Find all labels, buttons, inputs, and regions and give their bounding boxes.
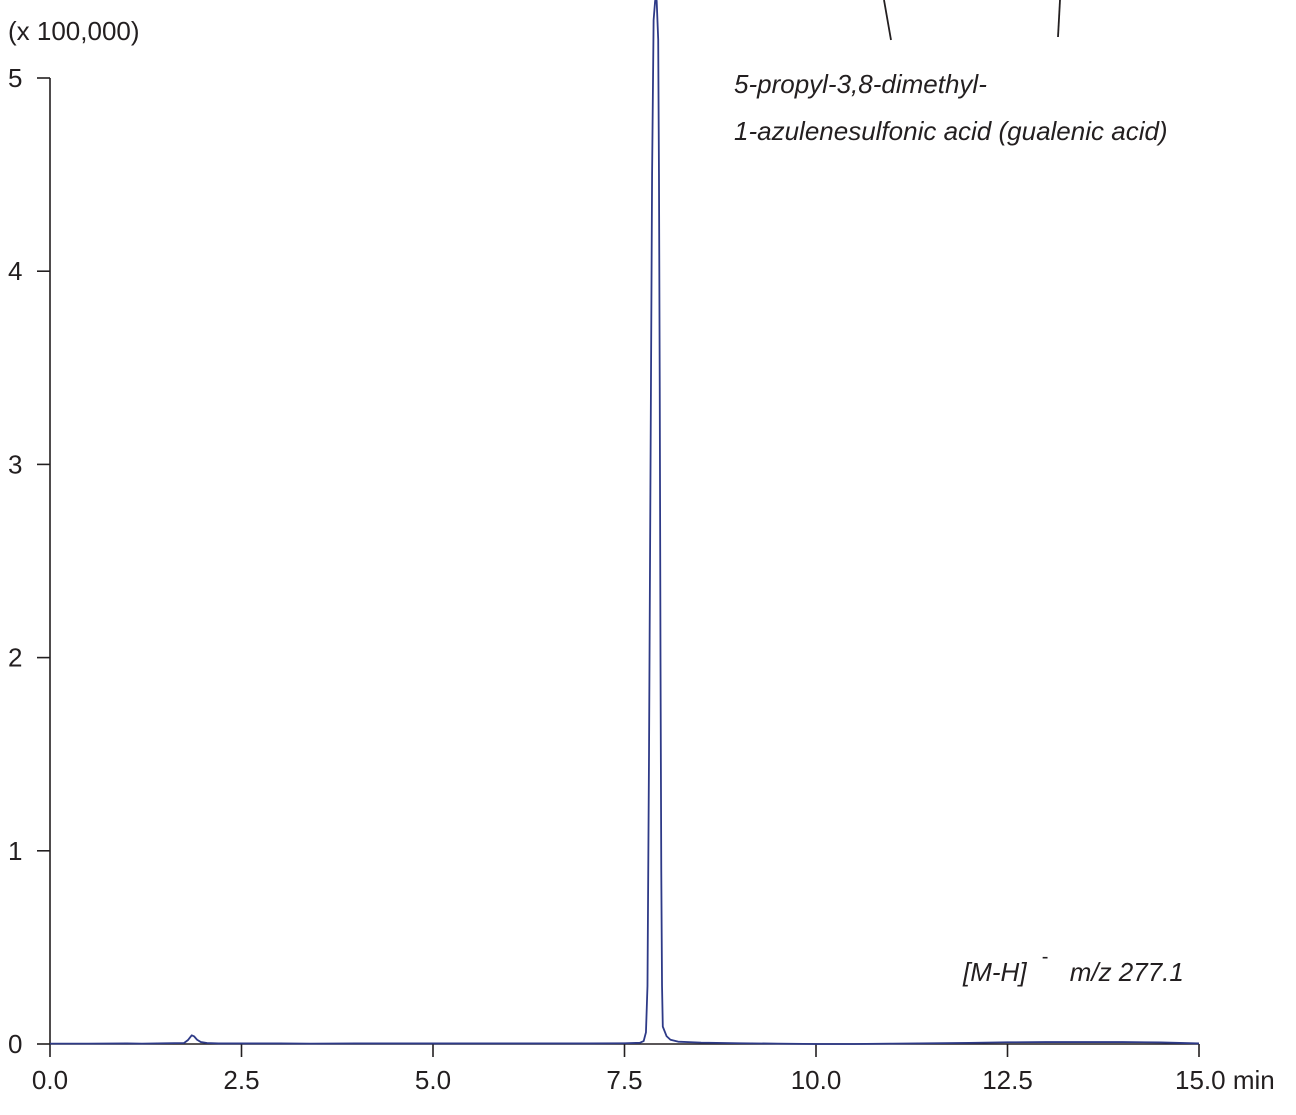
y-ticks: 0 1 2 3 4 5 — [8, 63, 50, 1059]
y-tick-label: 5 — [8, 63, 22, 93]
ion-prefix: [M-H] — [962, 957, 1027, 987]
ion-charge: - — [1042, 946, 1049, 968]
y-multiplier-label: (x 100,000) — [8, 16, 140, 46]
y-tick-label: 1 — [8, 836, 22, 866]
ion-mass: m/z 277.1 — [1070, 957, 1184, 987]
y-tick-label: 4 — [8, 256, 22, 286]
structure-bond-right — [1057, 0, 1061, 38]
y-tick-label: 2 — [8, 643, 22, 673]
x-tick-label: 15.0 min — [1175, 1065, 1275, 1095]
x-tick-label: 12.5 — [982, 1065, 1033, 1095]
x-tick-label: 10.0 — [791, 1065, 842, 1095]
x-tick-label: 0.0 — [32, 1065, 68, 1095]
structure-bond-left — [883, 0, 892, 41]
chromatogram-trace — [50, 0, 1200, 1045]
x-tick-label: 2.5 — [223, 1065, 259, 1095]
x-tick-label: 5.0 — [415, 1065, 451, 1095]
y-tick-label: 3 — [8, 449, 22, 479]
x-ticks: 0.0 2.5 5.0 7.5 10.0 12.5 15.0 min — [32, 1044, 1275, 1095]
x-tick-label: 7.5 — [606, 1065, 642, 1095]
y-tick-label: 0 — [8, 1029, 22, 1059]
ion-annotation: [M-H] - m/z 277.1 — [962, 939, 1184, 987]
compound-name-line2: 1-azulenesulfonic acid (gualenic acid) — [734, 116, 1168, 146]
compound-name-line1: 5-propyl-3,8-dimethyl- — [734, 69, 987, 99]
